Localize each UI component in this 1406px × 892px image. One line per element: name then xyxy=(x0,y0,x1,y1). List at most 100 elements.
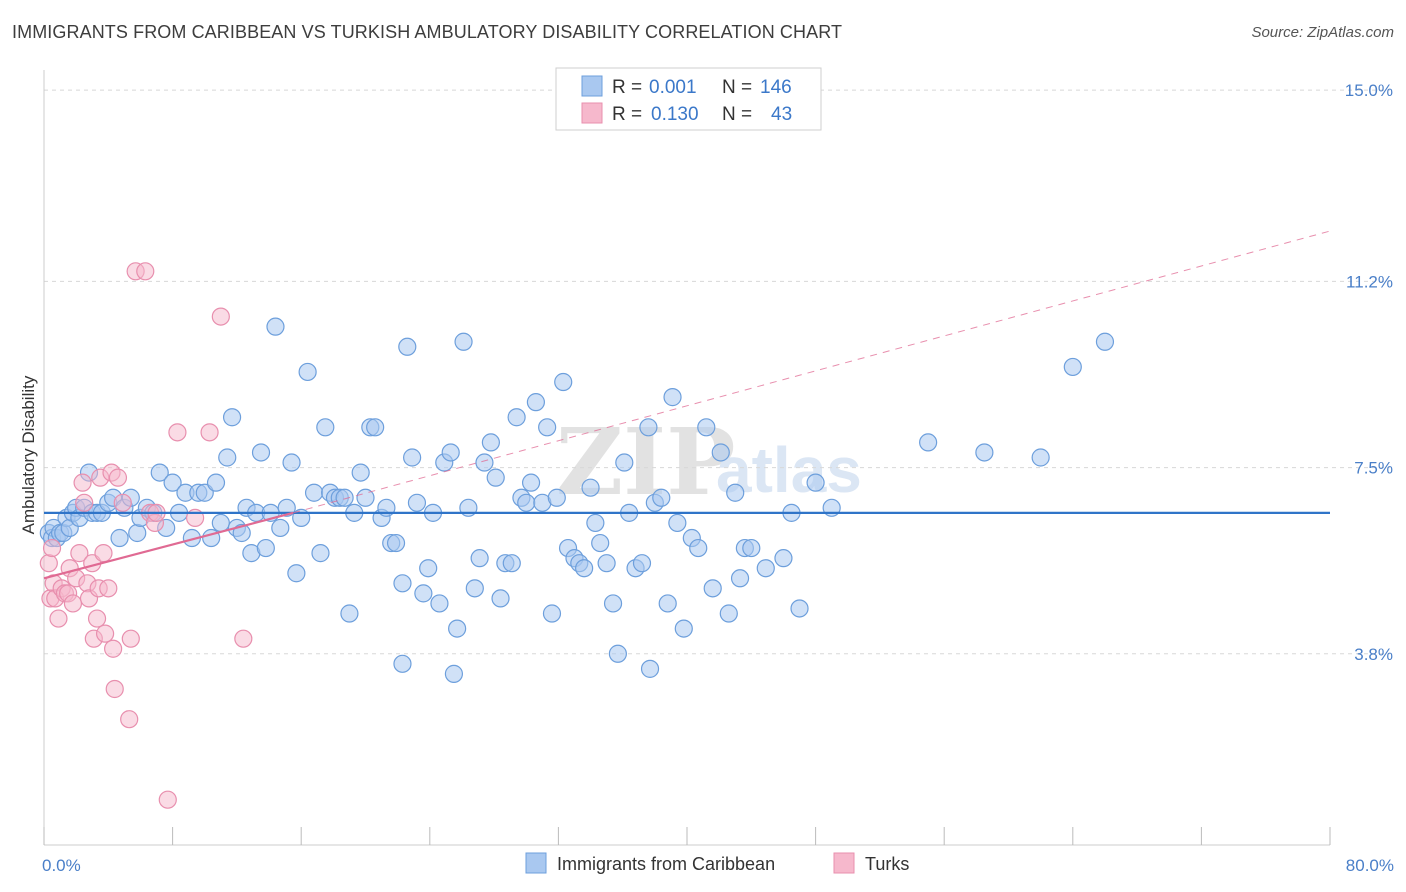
axes xyxy=(43,70,1331,846)
caribbean-point-50 xyxy=(287,564,306,583)
caribbean-point-80 xyxy=(448,619,467,638)
caribbean-point-128 xyxy=(726,483,745,502)
turks-trend-extension xyxy=(293,230,1331,514)
y-tick-label-3: 15.0% xyxy=(1345,81,1393,100)
caribbean-point-43 xyxy=(251,443,271,462)
turks-point-19 xyxy=(87,609,107,628)
caribbean-point-79 xyxy=(441,443,460,462)
caribbean-point-111 xyxy=(615,453,634,472)
caribbean-point-70 xyxy=(393,574,412,593)
caribbean-point-84 xyxy=(470,549,489,568)
legend-r-label-blue: R = xyxy=(612,77,642,98)
caribbean-point-86 xyxy=(481,433,500,452)
caribbean-point-27 xyxy=(163,473,182,492)
caribbean-point-81 xyxy=(454,332,473,351)
turks-point-22 xyxy=(94,544,113,563)
turks-point-37 xyxy=(158,790,177,809)
caribbean-point-120 xyxy=(668,513,687,533)
turks-point-40 xyxy=(200,423,219,442)
caribbean-point-74 xyxy=(414,584,433,603)
caribbean-point-52 xyxy=(298,362,317,382)
caribbean-point-138 xyxy=(1031,448,1050,467)
caribbean-point-143 xyxy=(640,659,660,678)
caribbean-point-107 xyxy=(591,533,610,553)
legend-n-value-pink: 43 xyxy=(771,104,792,125)
caribbean-point-132 xyxy=(774,549,793,568)
caribbean-point-130 xyxy=(742,538,761,558)
y-tick-label-1: 7.5% xyxy=(1354,459,1393,478)
caribbean-point-69 xyxy=(386,533,406,553)
caribbean-point-83 xyxy=(465,579,484,598)
legend-r-label-pink: R = xyxy=(612,104,642,125)
turks-point-28 xyxy=(108,468,128,487)
caribbean-point-97 xyxy=(538,418,557,437)
caribbean-point-121 xyxy=(674,619,693,638)
y-axis-label: Ambulatory Disability xyxy=(19,375,38,534)
caribbean-point-55 xyxy=(316,418,335,437)
turks-point-23 xyxy=(95,624,115,643)
caribbean-point-63 xyxy=(356,488,375,507)
bottom-legend-label-turks: Turks xyxy=(865,854,909,874)
caribbean-point-125 xyxy=(703,579,722,598)
caribbean-point-91 xyxy=(507,408,526,427)
caribbean-point-137 xyxy=(975,443,994,462)
caribbean-point-73 xyxy=(407,493,427,512)
caribbean-point-124 xyxy=(697,418,716,437)
caribbean-point-117 xyxy=(652,488,671,507)
caribbean-point-18 xyxy=(110,528,129,548)
caribbean-point-100 xyxy=(554,372,573,392)
y-tick-label-2: 11.2% xyxy=(1346,272,1393,291)
caribbean-point-106 xyxy=(586,513,605,533)
caribbean-point-85 xyxy=(475,453,494,472)
bottom-legend-label-caribbean: Immigrants from Caribbean xyxy=(557,854,775,874)
bottom-legend: Immigrants from Caribbean Turks xyxy=(525,852,909,874)
turks-point-14 xyxy=(75,493,94,512)
legend-n-label-pink: N = xyxy=(722,104,752,125)
caribbean-point-95 xyxy=(526,393,545,412)
caribbean-point-44 xyxy=(256,538,275,558)
caribbean-point-99 xyxy=(547,488,566,507)
turks-point-38 xyxy=(168,423,187,442)
caribbean-point-127 xyxy=(719,604,738,623)
caribbean-point-71 xyxy=(398,337,417,356)
caribbean-point-36 xyxy=(218,448,237,467)
turks-point-2 xyxy=(42,538,62,558)
bottom-legend-swatch-pink xyxy=(833,852,855,874)
x-tick-label-1: 80.0% xyxy=(1346,856,1394,875)
caribbean-point-60 xyxy=(340,604,359,623)
caribbean-point-32 xyxy=(195,483,214,502)
caribbean-point-65 xyxy=(366,418,385,437)
caribbean-point-119 xyxy=(663,388,682,407)
legend-n-value-blue: 146 xyxy=(760,77,792,98)
caribbean-point-133 xyxy=(790,599,809,618)
turks-point-10 xyxy=(63,594,83,613)
x-tick-labels: 0.0% 80.0% xyxy=(42,856,1394,875)
turks-point-13 xyxy=(73,473,92,492)
caribbean-point-72 xyxy=(403,448,422,467)
caribbean-point-108 xyxy=(597,554,616,573)
caribbean-point-104 xyxy=(575,559,594,578)
caribbean-point-109 xyxy=(603,594,623,613)
chart-title: IMMIGRANTS FROM CARIBBEAN VS TURKISH AMB… xyxy=(12,22,843,42)
legend-swatch-pink xyxy=(581,102,603,124)
caribbean-point-105 xyxy=(581,478,600,497)
legend-r-value-pink: 0.130 xyxy=(651,104,699,125)
caribbean-point-144 xyxy=(730,569,750,588)
caribbean-point-140 xyxy=(1095,332,1115,351)
caribbean-point-54 xyxy=(311,544,330,563)
caribbean-point-94 xyxy=(521,473,541,492)
caribbean-point-62 xyxy=(351,463,370,482)
turks-point-12 xyxy=(70,544,89,563)
caribbean-point-47 xyxy=(271,518,290,538)
chart-source: Source: ZipAtlas.com xyxy=(1251,24,1394,41)
turks-point-24 xyxy=(99,579,118,598)
turks-point-5 xyxy=(49,609,68,628)
y-tick-label-0: 3.8% xyxy=(1354,645,1393,664)
turks-point-0 xyxy=(39,554,58,573)
caribbean-point-142 xyxy=(444,664,464,683)
series-caribbean-points xyxy=(39,317,1115,683)
caribbean-point-77 xyxy=(430,594,449,613)
caribbean-point-46 xyxy=(266,317,285,336)
caribbean-point-49 xyxy=(282,453,301,472)
